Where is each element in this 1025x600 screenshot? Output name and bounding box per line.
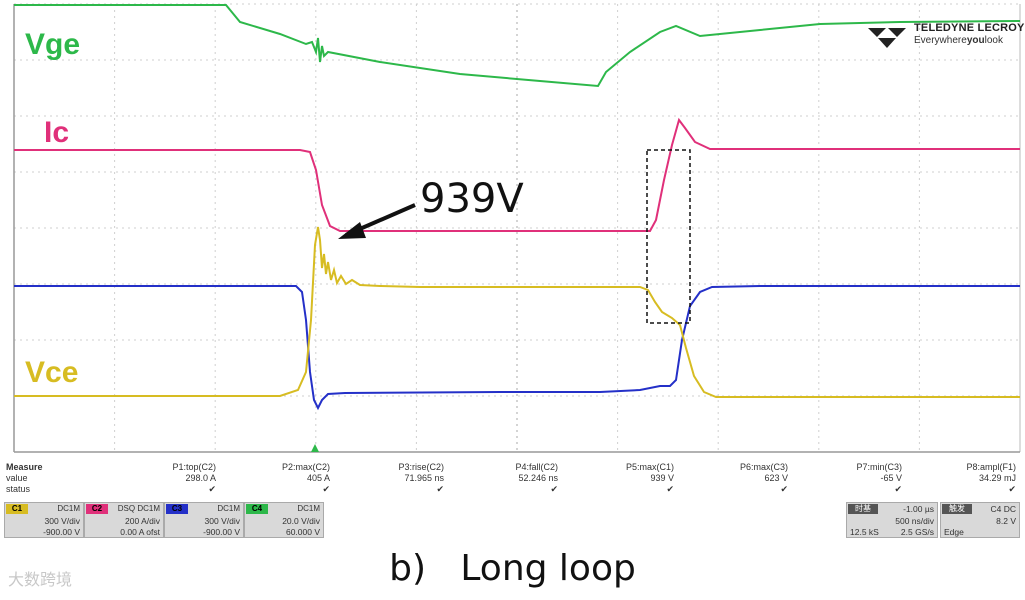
channel-descriptor-c1[interactable]: C1 DC1M 300 V/div -900.00 V	[4, 502, 84, 538]
channel-offset: 0.00 A ofst	[120, 527, 160, 537]
channel-tag: C3	[166, 504, 188, 514]
channel-scale: 300 V/div	[204, 516, 240, 526]
highlight-box	[646, 149, 691, 324]
measure-param-name: P3:rise(C2)	[398, 462, 444, 472]
measure-param-value: 52.246 ns	[518, 473, 558, 483]
channel-scale: 20.0 V/div	[282, 516, 320, 526]
channel-coupling: DC1M	[297, 504, 320, 513]
trigger-marker-icon	[311, 444, 319, 452]
measure-param-value: 623 V	[764, 473, 788, 483]
measure-status-check-icon: ✔	[208, 484, 216, 494]
measure-status-check-icon: ✔	[1008, 484, 1016, 494]
trigger-level: 8.2 V	[996, 516, 1016, 526]
measure-param-value: 71.965 ns	[404, 473, 444, 483]
graticule-grid	[13, 3, 1021, 453]
channel-scale: 300 V/div	[44, 516, 80, 526]
waveform-area	[13, 3, 1021, 453]
timebase-delay: -1.00 µs	[903, 504, 934, 514]
ic-label: Ic	[44, 116, 70, 149]
channel-scale: 200 A/div	[125, 516, 160, 526]
channel-descriptor-c4[interactable]: C4 DC1M 20.0 V/div 60.000 V	[244, 502, 324, 538]
trigger-mode: Edge	[944, 527, 964, 537]
measure-param-value: 939 V	[650, 473, 674, 483]
arrowhead-icon	[338, 222, 366, 239]
measure-param-value: 34.29 mJ	[978, 473, 1016, 483]
channel-offset: -900.00 V	[203, 527, 240, 537]
figure-caption: b) Long loop	[389, 548, 636, 589]
measure-param-name: P6:max(C3)	[739, 462, 788, 472]
measure-status-check-icon: ✔	[550, 484, 558, 494]
logo-tagline: Everywhereyoulook	[914, 35, 1003, 46]
measure-param-value: 298.0 A	[185, 473, 216, 483]
measure-status-check-icon: ✔	[780, 484, 788, 494]
measure-param-name: P1:top(C2)	[172, 462, 216, 472]
channel-descriptor-c2[interactable]: C2 DSQ DC1M 200 A/div 0.00 A ofst	[84, 502, 164, 538]
vce-waveform	[14, 226, 1020, 398]
measure-status-check-icon: ✔	[436, 484, 444, 494]
measure-param-value: 405 A	[306, 473, 330, 483]
vge-waveform	[14, 4, 1021, 88]
channel-offset: 60.000 V	[285, 527, 320, 537]
teledyne-lecroy-logo: TELEDYNE LECROY Everywhereyoulook	[866, 22, 1024, 50]
peak-voltage-annotation: 939V	[420, 176, 524, 222]
value-row-label: value	[6, 473, 28, 483]
status-row-label: status	[6, 484, 31, 494]
measure-param-name: P4:fall(C2)	[515, 462, 558, 472]
measure-param-name: P5:max(C1)	[625, 462, 674, 472]
vce-label: Vce	[25, 356, 79, 389]
scope-screen: Vge Ic Vce 939V TELEDYNE LECROY Everywhe…	[13, 3, 1025, 453]
channel-coupling: DC1M	[217, 504, 240, 513]
vge-label: Vge	[25, 28, 81, 61]
measure-param-name: P8:ampl(F1)	[966, 462, 1016, 472]
channel-descriptor-bar: C1 DC1M 300 V/div -900.00 V C2 DSQ DC1M 200 A/…	[0, 500, 1025, 540]
measure-header: Measure	[6, 462, 43, 472]
channel-descriptor-c3[interactable]: C3 DC1M 300 V/div -900.00 V	[164, 502, 244, 538]
measure-status-check-icon: ✔	[322, 484, 330, 494]
channel-tag: C2	[86, 504, 108, 514]
timebase-descriptor[interactable]: 时基 -1.00 µs 500 ns/div 12.5 kS 2.5 GS/s	[846, 502, 938, 538]
measure-param-name: P7:min(C3)	[856, 462, 902, 472]
measure-status-check-icon: ✔	[894, 484, 902, 494]
logo-brand-text: TELEDYNE LECROY	[914, 22, 1025, 34]
channel-tag: C4	[246, 504, 268, 514]
measure-param-value: -65 V	[880, 473, 902, 483]
measure-status-check-icon: ✔	[666, 484, 674, 494]
channel-tag: C1	[6, 504, 28, 514]
timebase-rate: 2.5 GS/s	[900, 527, 934, 537]
trigger-source: C4 DC	[990, 504, 1016, 514]
timebase-head: 时基	[848, 504, 878, 514]
channel-offset: -900.00 V	[43, 527, 80, 537]
timebase-samples: 12.5 kS	[850, 527, 879, 537]
watermark: 大数跨境	[8, 572, 73, 589]
measure-param-name: P2:max(C2)	[281, 462, 330, 472]
channel-coupling: DSQ DC1M	[117, 504, 160, 513]
lecroy-logo-icon	[868, 28, 906, 48]
trigger-descriptor[interactable]: 触发 C4 DC 8.2 V Edge	[940, 502, 1020, 538]
channel-coupling: DC1M	[57, 504, 80, 513]
trigger-head: 触发	[942, 504, 972, 514]
measure-table: Measure value status P1:top(C2) 298.0 A ✔ P…	[0, 460, 1025, 498]
timebase-scale: 500 ns/div	[895, 516, 934, 526]
ic-waveform	[14, 117, 1020, 232]
